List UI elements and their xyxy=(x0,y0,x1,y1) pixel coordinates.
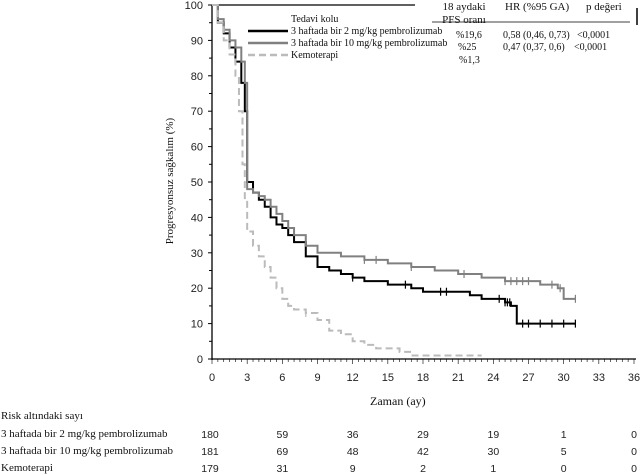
y-axis-label: Progresyonsuz sağkalım (%) xyxy=(164,117,176,245)
risk-count: 0 xyxy=(631,429,637,441)
risk-count: 2 xyxy=(420,463,426,475)
risk-count: 1 xyxy=(560,429,567,441)
y-tick-label: 70 xyxy=(191,106,203,118)
risk-count: 181 xyxy=(201,446,219,458)
y-tick-label: 10 xyxy=(191,319,203,331)
x-tick-label: 33 xyxy=(593,372,605,384)
legend-label-2mg: 3 haftada bir 2 mg/kg pembrolizumab xyxy=(291,26,443,37)
y-tick-label: 80 xyxy=(191,71,203,83)
risk-count: 179 xyxy=(201,463,219,475)
risk-count: 0 xyxy=(631,446,637,458)
km-curve-0 xyxy=(212,4,576,325)
risk-count: 48 xyxy=(346,446,359,458)
risk-count: 9 xyxy=(349,463,356,475)
hr-2mg: 0,58 (0,46, 0,73) xyxy=(503,30,570,41)
y-tick-label: 30 xyxy=(191,248,203,260)
pfs-10mg: %25 xyxy=(458,42,477,53)
x-tick-label: 9 xyxy=(314,372,320,384)
x-tick-label: 3 xyxy=(244,372,250,384)
p-10mg: <0,0001 xyxy=(574,42,608,53)
hr-10mg: 0,47 (0,37, 0,6) xyxy=(503,42,565,53)
y-tick-label: 90 xyxy=(191,35,203,47)
y-tick-label: 40 xyxy=(191,212,203,224)
km-curve-2 xyxy=(212,4,482,357)
x-tick-label: 27 xyxy=(522,372,534,384)
pfs-2mg: %19,6 xyxy=(456,30,482,41)
p-2mg: <0,0001 xyxy=(577,30,611,41)
x-axis-label: Zaman (ay) xyxy=(370,394,426,408)
x-tick-label: 36 xyxy=(628,372,640,384)
legend-title: Tedavi kolu xyxy=(291,14,339,25)
x-tick-label: 0 xyxy=(209,372,215,384)
table-header-hr: HR (%95 GA) xyxy=(505,1,570,13)
x-tick-label: 30 xyxy=(558,372,570,384)
risk-count: 30 xyxy=(487,446,500,458)
table-header-pfs: 18 aydaki PFS oranı xyxy=(442,1,486,26)
pfs-chemo: %1,3 xyxy=(459,55,480,66)
risk-row-label: 3 haftada bir 10 mg/kg pembrolizumab xyxy=(1,445,173,457)
y-tick-label: 20 xyxy=(191,283,203,295)
risk-count: 180 xyxy=(201,429,219,441)
x-tick-label: 24 xyxy=(487,372,499,384)
x-tick-label: 18 xyxy=(417,372,429,384)
risk-count: 0 xyxy=(560,463,567,475)
risk-count: 1 xyxy=(490,463,497,475)
x-tick-label: 12 xyxy=(347,372,359,384)
legend-label-chemo: Kemoterapi xyxy=(291,50,339,61)
risk-count: 31 xyxy=(276,463,289,475)
risk-row-label: Kemoterapi xyxy=(1,462,53,474)
risk-count: 69 xyxy=(276,446,289,458)
risk-count: 59 xyxy=(276,429,289,441)
x-tick-label: 6 xyxy=(279,372,285,384)
legend-label-10mg: 3 haftada bir 10 mg/kg pembrolizumab xyxy=(291,38,448,49)
risk-title: Risk altındaki sayı xyxy=(1,410,83,422)
y-tick-label: 100 xyxy=(185,0,203,12)
x-tick-label: 21 xyxy=(452,372,464,384)
x-tick-label: 15 xyxy=(382,372,394,384)
risk-count: 19 xyxy=(487,429,500,441)
risk-count: 5 xyxy=(560,446,567,458)
table-header-p: p değeri xyxy=(586,1,622,13)
y-tick-label: 50 xyxy=(191,177,203,189)
y-tick-label: 0 xyxy=(197,354,203,366)
risk-count: 36 xyxy=(346,429,359,441)
risk-count: 0 xyxy=(631,463,637,475)
risk-count: 29 xyxy=(417,429,429,441)
risk-count: 42 xyxy=(417,446,429,458)
risk-row-label: 3 haftada bir 2 mg/kg pembrolizumab xyxy=(1,428,168,440)
y-tick-label: 60 xyxy=(191,142,203,154)
